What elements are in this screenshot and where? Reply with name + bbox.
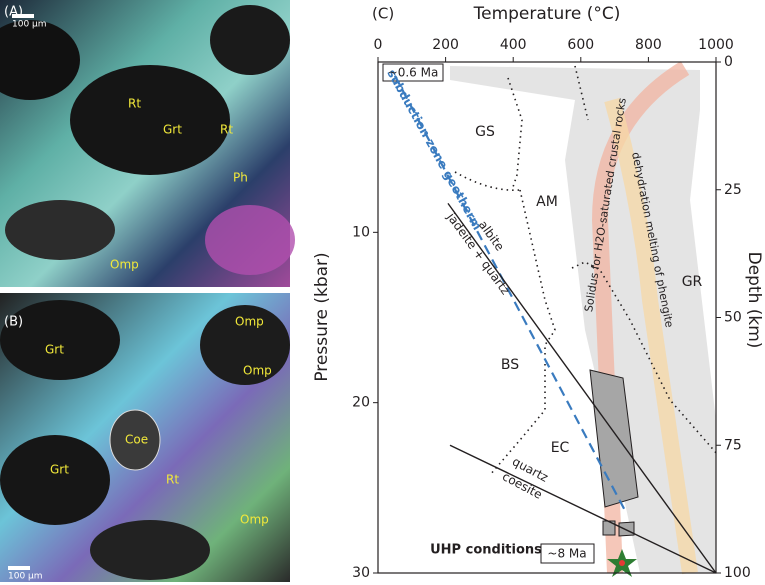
mineral-label: Ph: [233, 171, 248, 185]
mineral-label: Rt: [220, 123, 233, 137]
series-line: [447, 202, 717, 574]
x-tick-label: 0: [374, 37, 383, 53]
series-label: subduction zone geotherm: [384, 67, 484, 232]
y-tick-label: 30: [352, 565, 370, 581]
y-tick-label: 20: [352, 395, 370, 411]
mineral-label: Omp: [240, 513, 269, 527]
x-tick-label: 400: [500, 37, 527, 53]
y2-tick-label: 25: [724, 182, 742, 198]
y2-tick-label: 75: [724, 437, 742, 453]
annotation: GR: [682, 274, 703, 290]
mineral-label: Grt: [45, 343, 64, 357]
annotation: BS: [501, 357, 519, 373]
pt-diagram-shapes: [377, 61, 719, 577]
scale-bar: [8, 566, 30, 570]
micrograph-b: [0, 293, 290, 582]
mineral-label: Rt: [128, 97, 141, 111]
series-line: [393, 75, 626, 511]
annotation: AM: [536, 194, 558, 210]
x-tick-label: 200: [432, 37, 459, 53]
micrograph-a: [0, 0, 295, 287]
mineral-label: Coe: [125, 433, 148, 447]
mineral-label: Grt: [50, 463, 69, 477]
mineral-label: Rt: [166, 473, 179, 487]
mineral-label: Omp: [110, 258, 139, 272]
mineral-label: Grt: [163, 123, 182, 137]
panel-label: (C): [372, 5, 394, 23]
x-tick-label: 1000: [698, 37, 734, 53]
annotation: ~0.6 Ma: [388, 66, 439, 80]
annotation: GS: [475, 124, 495, 140]
panel-label: (B): [4, 315, 23, 330]
panel-label: (A): [4, 5, 23, 20]
x-tick-label: 600: [567, 37, 594, 53]
mineral-label: Omp: [235, 315, 264, 329]
annotation: UHP conditions: [430, 543, 542, 558]
y2-axis-title: Depth (km): [744, 252, 764, 349]
x-tick-label: 800: [635, 37, 662, 53]
x-axis-title: Temperature (°C): [473, 4, 621, 24]
y2-tick-label: 0: [724, 54, 733, 70]
scale-label: 100 µm: [12, 20, 47, 30]
annotation: EC: [551, 440, 570, 456]
y2-tick-label: 50: [724, 310, 742, 326]
y-axis-title: Pressure (kbar): [312, 252, 332, 381]
mineral-label: Omp: [243, 364, 272, 378]
series-line: [449, 444, 717, 574]
y2-tick-label: 100: [724, 565, 751, 581]
scale-bar: [12, 14, 34, 18]
annotation: ~8 Ma: [547, 547, 586, 561]
y-tick-label: 10: [352, 224, 370, 240]
scale-label: 100 µm: [8, 572, 43, 582]
